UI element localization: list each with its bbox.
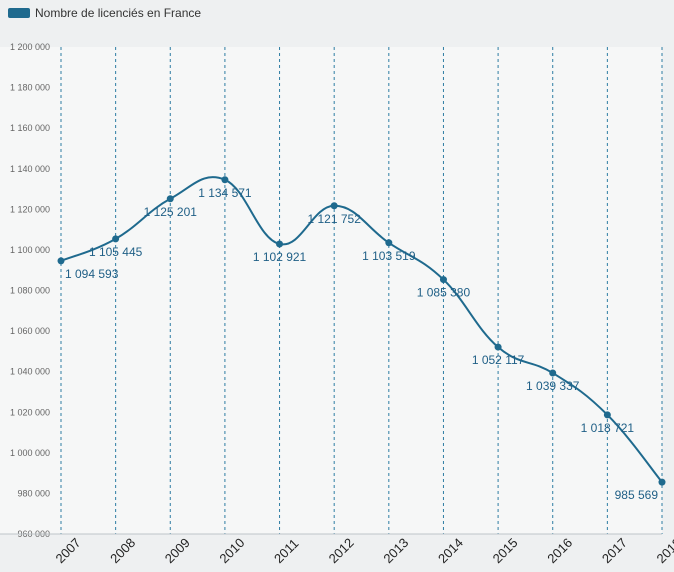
- y-tick-label: 1 160 000: [10, 123, 50, 133]
- x-tick-label: 2011: [271, 536, 301, 566]
- data-point: [57, 257, 65, 265]
- y-tick-label: 1 100 000: [10, 245, 50, 255]
- data-label: 1 134 571: [198, 186, 252, 200]
- y-tick-label: 1 000 000: [10, 448, 50, 458]
- data-point: [385, 239, 393, 247]
- data-label: 985 569: [615, 488, 659, 502]
- x-tick-label: 2009: [162, 535, 193, 566]
- data-point: [494, 343, 502, 351]
- data-label: 1 121 752: [307, 212, 361, 226]
- x-tick-label: 2013: [380, 535, 411, 566]
- legend-label: Nombre de licenciés en France: [35, 6, 202, 20]
- plot-area: [0, 47, 662, 534]
- y-tick-label: 1 120 000: [10, 204, 50, 214]
- y-tick-label: 1 020 000: [10, 407, 50, 417]
- data-label: 1 125 201: [144, 205, 198, 219]
- data-point: [112, 235, 120, 243]
- x-tick-label: 2015: [490, 535, 521, 566]
- data-point: [549, 369, 557, 377]
- data-point: [658, 478, 666, 486]
- data-point: [439, 276, 447, 284]
- y-tick-label: 980 000: [17, 488, 50, 498]
- x-tick-label: 2018: [654, 535, 674, 566]
- data-point: [166, 195, 174, 203]
- x-tick-label: 2016: [544, 535, 575, 566]
- y-tick-label: 1 140 000: [10, 164, 50, 174]
- y-tick-label: 1 080 000: [10, 286, 50, 296]
- data-label: 1 105 445: [89, 245, 143, 259]
- data-point: [276, 240, 284, 248]
- y-tick-label: 1 200 000: [10, 42, 50, 52]
- x-tick-label: 2017: [599, 535, 630, 566]
- y-tick-label: 1 180 000: [10, 83, 50, 93]
- x-tick-label: 2007: [53, 535, 84, 566]
- data-point: [330, 202, 338, 210]
- data-point: [603, 411, 611, 419]
- x-tick-label: 2012: [326, 535, 357, 566]
- data-label: 1 052 117: [472, 353, 525, 367]
- data-label: 1 094 593: [65, 267, 119, 281]
- legend-swatch: [8, 8, 30, 18]
- data-label: 1 018 721: [581, 421, 635, 435]
- y-tick-label: 1 060 000: [10, 326, 50, 336]
- data-label: 1 103 519: [362, 249, 416, 263]
- data-label: 1 085 380: [417, 286, 471, 300]
- y-tick-label: 1 040 000: [10, 367, 50, 377]
- data-point: [221, 176, 229, 184]
- x-tick-label: 2008: [107, 535, 138, 566]
- x-tick-label: 2014: [435, 535, 466, 566]
- data-label: 1 102 921: [253, 250, 307, 264]
- legend[interactable]: Nombre de licenciés en France: [8, 6, 201, 20]
- x-tick-label: 2010: [216, 535, 247, 566]
- data-label: 1 039 337: [526, 379, 580, 393]
